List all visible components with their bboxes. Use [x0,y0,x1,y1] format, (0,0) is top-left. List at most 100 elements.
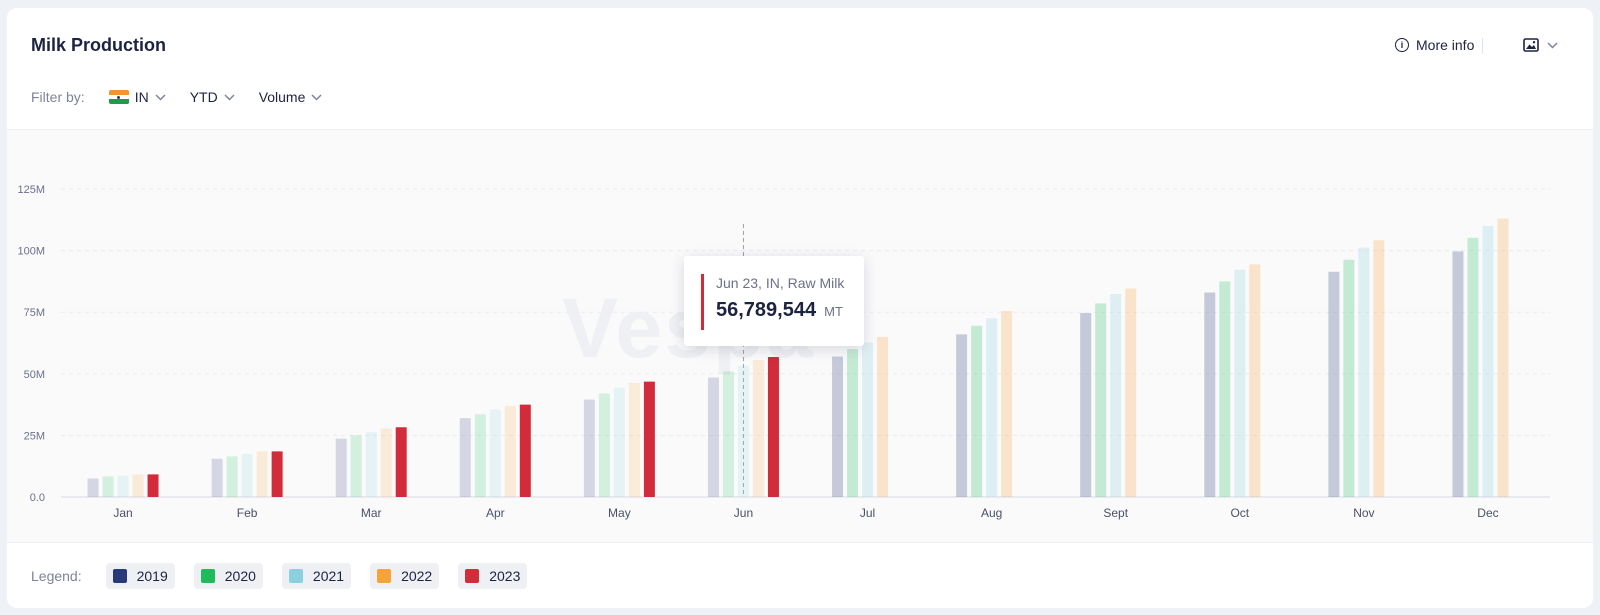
bar-2019-may [583,399,595,497]
filter-bar: Filter by: IN YTD Volume [31,87,346,107]
bar-2020-jul [847,349,859,497]
x-tick-label: Dec [1477,506,1498,520]
bar-2021-mar [365,432,377,497]
info-icon: i [1395,38,1409,52]
card-header: Milk Production i More info Filter by: [7,8,1593,130]
bar-2019-apr [459,418,471,497]
bar-2020-feb [226,456,238,497]
bar-2023-apr [519,404,531,497]
x-tick-label: Jul [860,506,875,520]
legend-swatch [288,568,303,583]
bar-2020-mar [350,435,362,497]
plot-area[interactable]: Vespa 0.025M50M75M100M125MJanFebMarAprMa… [7,130,1593,542]
y-tick-label: 75M [24,307,45,319]
legend-swatch [377,568,392,583]
bar-2022-jul [877,336,889,497]
bar-2019-jan [87,478,99,497]
bar-2020-dec [1467,237,1479,497]
bar-2020-jan [102,476,114,497]
bar-2020-aug [971,325,983,497]
bar-2020-apr [474,414,486,497]
bar-2019-mar [335,438,347,497]
legend-item-2023[interactable]: 2023 [458,562,528,589]
bar-2023-mar [395,427,407,497]
bar-2021-aug [986,318,998,497]
more-info-button[interactable]: i More info [1395,35,1474,55]
tooltip-accent [701,274,704,330]
bar-2022-feb [256,451,268,497]
tooltip-label: Jun 23, IN, Raw Milk [716,275,845,291]
bar-2022-may [628,382,640,497]
bar-2019-dec [1452,251,1464,497]
x-tick-label: Feb [237,506,258,520]
x-tick-label: Jun [734,506,753,520]
chevron-down-icon [224,93,235,101]
bar-2019-aug [956,334,968,497]
legend-item-2019[interactable]: 2019 [105,562,175,589]
bar-2021-jan [117,475,129,497]
image-icon [1523,38,1539,52]
bar-2021-oct [1234,269,1246,497]
chevron-down-icon [155,93,166,101]
bar-2021-sept [1110,293,1122,497]
bar-2019-feb [211,458,223,497]
y-tick-label: 0.0 [30,492,45,504]
bar-2022-oct [1249,264,1261,497]
legend-item-label: 2023 [489,567,521,584]
bar-2022-mar [380,428,392,497]
legend-item-2021[interactable]: 2021 [281,562,352,589]
bar-2022-apr [504,405,516,497]
y-tick-label: 50M [24,369,45,381]
metric-filter[interactable]: Volume [259,89,323,105]
legend-item-label: 2019 [136,567,168,584]
chart-legend: Legend: 2019 2020 2021 2022 2023 [7,542,1593,608]
tooltip-value-row: 56,789,544 MT [716,299,843,322]
bar-2022-dec [1497,218,1509,497]
bar-2019-jul [832,356,844,497]
bar-2021-apr [489,409,501,497]
bar-2019-sept [1080,312,1092,497]
bar-chart: 0.0 25M 50M 75M 100M 125M Jan Feb Mar Apr May Jun Ju… [17,184,1550,520]
period-filter[interactable]: YTD [190,89,235,105]
bar-2020-oct [1219,281,1231,497]
bar-2021-feb [241,453,253,497]
legend-item-label: 2022 [401,567,433,584]
bar-2023-jun [767,357,779,497]
bar-2020-sept [1095,303,1107,497]
chart-tooltip: Jun 23, IN, Raw Milk 56,789,544 MT [684,256,864,346]
bar-2019-oct [1204,292,1216,497]
y-tick-label: 100M [17,246,45,258]
country-filter[interactable]: IN [108,89,166,105]
x-tick-label: Apr [486,506,505,520]
chevron-down-icon [1547,41,1558,49]
legend-label: Legend: [31,567,82,584]
bar-2021-dec [1482,225,1494,497]
metric-filter-value: Volume [258,89,306,105]
x-tick-label: Oct [1230,506,1249,520]
legend-item-2022[interactable]: 2022 [370,562,440,589]
bar-2022-nov [1373,240,1385,497]
bar-2023-feb [271,451,283,497]
export-image-button[interactable] [1523,35,1558,55]
period-filter-value: YTD [189,89,218,105]
more-info-label: More info [1416,37,1475,53]
tooltip-value: 56,789,544 [716,299,817,321]
header-divider [1482,38,1483,54]
bar-2019-nov [1328,271,1340,497]
india-flag-icon [108,90,129,104]
bar-2022-jun [752,360,764,497]
legend-swatch [200,568,215,583]
legend-item-2020[interactable]: 2020 [193,562,263,589]
x-tick-label: Sept [1103,506,1128,520]
y-tick-label: 125M [17,184,45,196]
tooltip-unit: MT [824,304,843,319]
legend-swatch [465,568,480,583]
chart-card: Milk Production i More info Filter by: [7,8,1593,608]
bar-2020-jun [722,371,734,497]
legend-item-label: 2021 [312,567,345,584]
x-tick-label: Nov [1353,506,1374,520]
bar-2021-nov [1358,247,1370,497]
chevron-down-icon [311,93,322,101]
bar-2021-jun [737,365,749,497]
y-tick-label: 25M [24,430,45,442]
